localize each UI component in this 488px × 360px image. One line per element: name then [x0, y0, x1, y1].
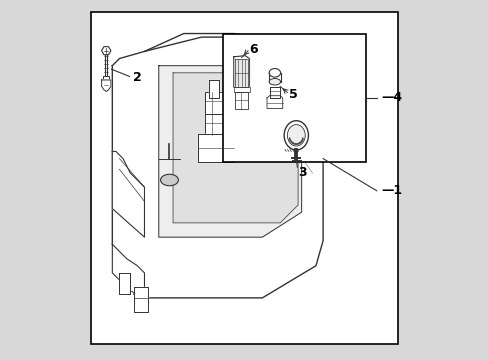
Ellipse shape [160, 174, 178, 186]
Polygon shape [269, 87, 280, 98]
Polygon shape [233, 87, 249, 92]
Bar [91, 12, 397, 344]
Ellipse shape [284, 121, 308, 150]
Ellipse shape [268, 68, 280, 77]
Text: 3: 3 [298, 166, 306, 179]
Polygon shape [134, 287, 148, 312]
Polygon shape [102, 80, 111, 91]
Polygon shape [173, 73, 298, 223]
Ellipse shape [287, 125, 305, 146]
Polygon shape [112, 152, 144, 237]
Polygon shape [112, 37, 323, 298]
Polygon shape [159, 66, 301, 237]
Polygon shape [234, 59, 248, 87]
Text: 6: 6 [248, 43, 257, 56]
Polygon shape [234, 92, 248, 109]
Polygon shape [119, 273, 130, 294]
Polygon shape [266, 96, 282, 109]
Text: —4: —4 [380, 91, 401, 104]
Bar [103, 76, 109, 80]
Text: 2: 2 [133, 71, 142, 84]
Polygon shape [198, 134, 233, 162]
Text: —1: —1 [380, 184, 401, 197]
Polygon shape [208, 80, 219, 98]
Text: 5: 5 [288, 88, 297, 101]
Polygon shape [112, 244, 144, 298]
Ellipse shape [268, 78, 280, 85]
Bar [223, 33, 365, 162]
Bar [205, 114, 233, 135]
Polygon shape [233, 56, 249, 94]
Bar [205, 93, 233, 114]
